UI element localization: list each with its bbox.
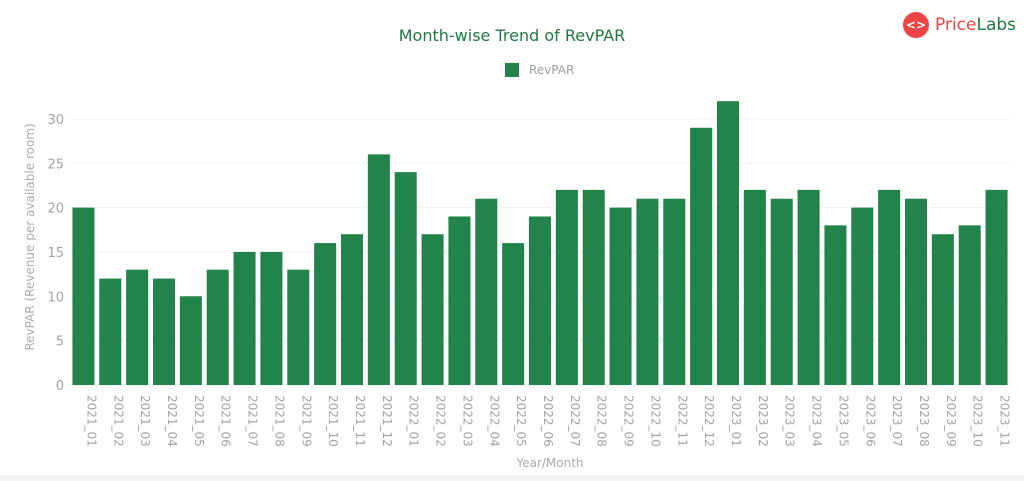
x-tick-label: 2021_11 <box>353 395 367 447</box>
bar <box>878 189 901 385</box>
y-tick-label: 10 <box>47 290 64 305</box>
y-tick-label: 15 <box>47 246 64 261</box>
bar <box>260 251 283 385</box>
x-tick-label: 2021_01 <box>84 395 98 447</box>
y-tick-label: 25 <box>47 157 64 172</box>
bar <box>528 216 552 385</box>
legend-swatch <box>505 63 519 77</box>
x-tick-label: 2021_10 <box>326 395 340 447</box>
legend-label: RevPAR <box>529 63 575 77</box>
bar <box>797 189 820 385</box>
x-tick-label: 2021_06 <box>219 395 233 447</box>
x-tick-label: 2022_09 <box>622 395 636 447</box>
bar <box>421 234 444 385</box>
x-tick-label: 2023_11 <box>998 395 1012 447</box>
bar <box>367 154 390 385</box>
x-tick-label: 2023_01 <box>729 395 743 447</box>
x-tick-label: 2022_11 <box>675 395 689 447</box>
x-tick-label: 2021_08 <box>272 395 286 447</box>
y-tick-label: 20 <box>47 202 64 217</box>
x-tick-label: 2023_04 <box>810 395 824 447</box>
x-tick-label: 2023_02 <box>756 395 770 447</box>
x-tick-label: 2021_09 <box>299 395 313 447</box>
bar <box>985 189 1008 385</box>
x-tick-label: 2021_05 <box>192 395 206 447</box>
x-tick-label: 2023_09 <box>944 395 958 447</box>
bar <box>179 296 202 385</box>
x-axis-label: Year/Month <box>515 456 583 470</box>
bar <box>824 225 847 385</box>
y-tick-label: 0 <box>56 379 64 394</box>
bar <box>502 243 525 385</box>
bar <box>448 216 471 385</box>
bar <box>582 189 605 385</box>
bar <box>314 243 337 385</box>
bar <box>72 207 95 385</box>
x-tick-label: 2023_03 <box>783 395 797 447</box>
x-tick-label: 2022_05 <box>514 395 528 447</box>
x-tick-label: 2022_10 <box>648 395 662 447</box>
pricelabs-logo: <> PriceLabs <box>903 12 1016 38</box>
x-tick-label: 2022_03 <box>460 395 474 447</box>
bar <box>475 198 498 385</box>
bar <box>958 225 981 385</box>
bar <box>663 198 686 385</box>
logo-text-price: Price <box>935 15 977 35</box>
logo-text-labs: Labs <box>976 15 1017 35</box>
x-tick-label: 2021_12 <box>380 395 394 447</box>
bar <box>206 269 229 385</box>
bar <box>287 269 310 385</box>
code-brackets-icon: <> <box>903 12 929 38</box>
y-tick-label: 30 <box>47 113 64 128</box>
x-tick-label: 2022_02 <box>434 395 448 447</box>
y-tick-label: 5 <box>56 335 64 350</box>
divider <box>0 475 1024 481</box>
x-tick-label: 2021_02 <box>111 395 125 447</box>
bar <box>931 234 954 385</box>
x-tick-label: 2023_10 <box>971 395 985 447</box>
bar <box>609 207 632 385</box>
y-axis-label: RevPAR (Revenue per available room) <box>23 123 37 350</box>
bar <box>636 198 659 385</box>
bar <box>99 278 122 385</box>
x-tick-label: 2022_08 <box>595 395 609 447</box>
bar <box>690 127 713 386</box>
x-tick-label: 2023_07 <box>890 395 904 447</box>
x-tick-label: 2022_12 <box>702 395 716 447</box>
bar <box>904 198 928 385</box>
chart-title: Month-wise Trend of RevPAR <box>398 26 626 45</box>
bar <box>340 234 364 385</box>
x-tick-label: 2022_01 <box>407 395 421 447</box>
bar <box>716 101 740 385</box>
legend[interactable]: RevPAR <box>505 63 574 77</box>
x-tick-label: 2022_06 <box>541 395 555 447</box>
x-tick-label: 2021_04 <box>165 395 179 447</box>
bar <box>743 189 766 385</box>
x-tick-label: 2022_04 <box>487 395 501 447</box>
bar <box>555 189 578 385</box>
x-tick-label: 2021_03 <box>138 395 152 447</box>
bar <box>851 207 874 385</box>
x-tick-label: 2022_07 <box>568 395 582 447</box>
bar <box>233 251 256 385</box>
bar <box>126 269 149 385</box>
x-tick-label: 2023_08 <box>917 395 931 447</box>
x-tick-label: 2023_06 <box>863 395 877 447</box>
x-tick-label: 2023_05 <box>836 395 850 447</box>
bar <box>394 172 417 385</box>
bar <box>152 278 176 385</box>
bar <box>770 198 793 385</box>
x-tick-label: 2021_07 <box>246 395 260 447</box>
